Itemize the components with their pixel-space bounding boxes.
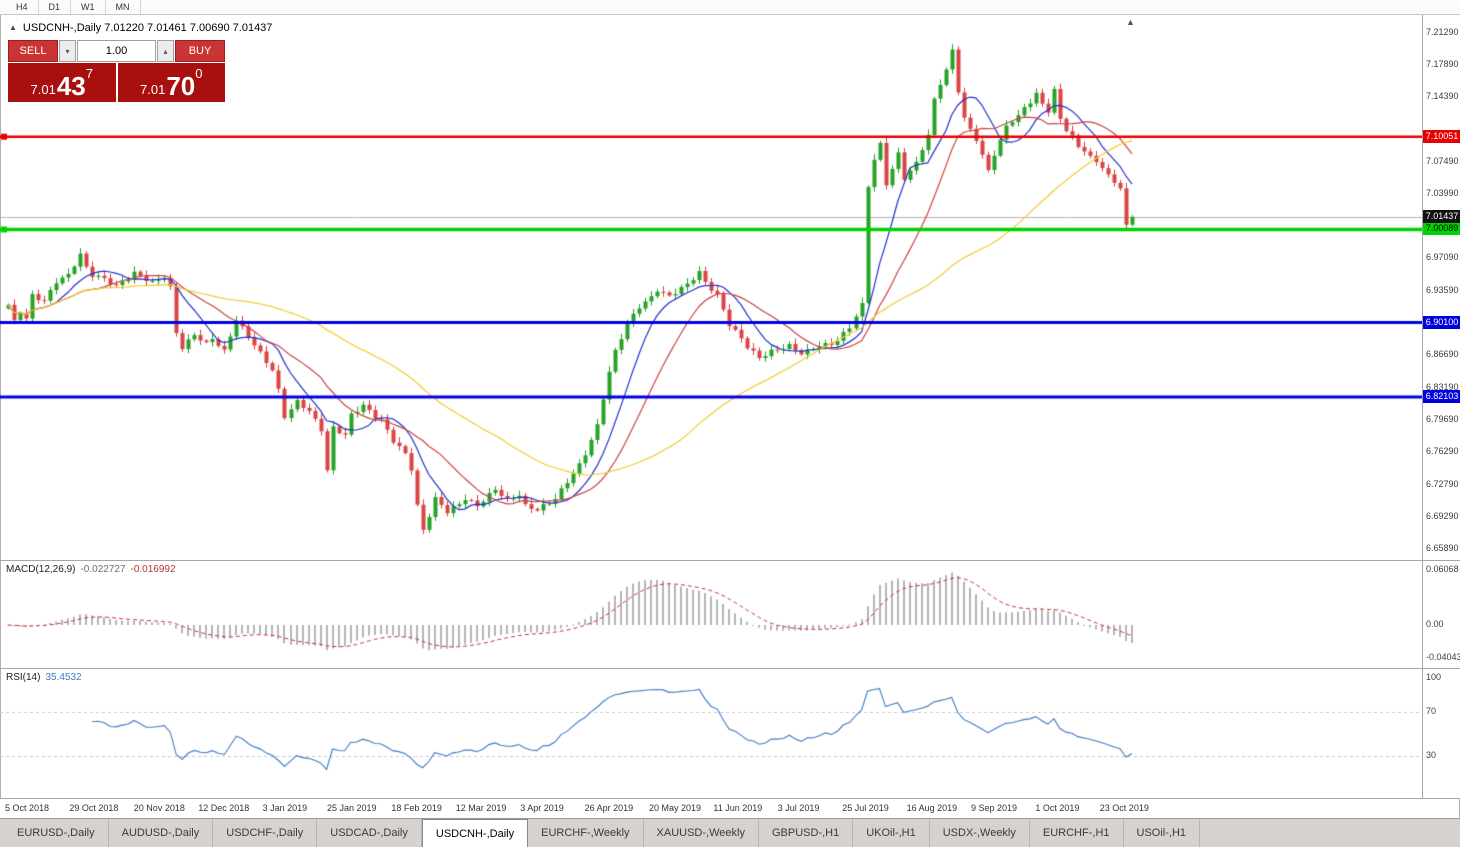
chart-tab-audusd-daily[interactable]: AUDUSD-,Daily — [108, 819, 214, 847]
macd-axis-label: 0.00 — [1426, 619, 1444, 629]
rsi-axis-label: 70 — [1426, 706, 1437, 716]
chart-tab-xauusd-weekly[interactable]: XAUUSD-,Weekly — [643, 819, 759, 847]
buy-button[interactable]: BUY — [175, 40, 225, 62]
macd-axis-label: -0.04043 — [1426, 652, 1460, 662]
price-axis-label: 6.72790 — [1426, 478, 1459, 489]
date-axis-label: 26 Apr 2019 — [584, 803, 634, 813]
buy-price-display[interactable]: 7.01 70 0 — [117, 63, 225, 102]
price-axis-label: 6.83190 — [1426, 381, 1459, 392]
rsi-axis-label: 30 — [1426, 750, 1437, 760]
pane-separator — [0, 798, 1460, 799]
collapse-one-click-icon[interactable]: ▲ — [9, 23, 17, 32]
level-price-badge: 6.82103 — [1423, 389, 1460, 403]
date-axis-label: 23 Oct 2019 — [1099, 803, 1149, 813]
timeframe-button-mn[interactable]: MN — [106, 0, 141, 14]
rsi-value: 35.4532 — [45, 672, 82, 683]
level-price-badge: 6.90100 — [1423, 315, 1460, 329]
sell-price-small: 7.01 — [30, 82, 56, 97]
chart-tab-usdx-weekly[interactable]: USDX-,Weekly — [929, 819, 1030, 847]
level-price-badge: 7.10051 — [1423, 129, 1460, 143]
macd-name: MACD(12,26,9) — [6, 564, 76, 575]
date-axis-label: 20 May 2019 — [649, 803, 702, 813]
price-axis-label: 6.76290 — [1426, 446, 1459, 457]
chart-tab-bar: EURUSD-,Daily AUDUSD-,Daily USDCHF-,Daily U… — [0, 818, 1460, 847]
date-axis-label: 5 Oct 2018 — [5, 803, 50, 813]
chart-tab-usdcnh-daily[interactable]: USDCNH-,Daily — [421, 819, 529, 847]
buy-price-small: 7.01 — [140, 82, 166, 97]
price-chart-canvas[interactable] — [0, 15, 1422, 560]
caret-up-icon: ▴ — [163, 46, 168, 56]
date-axis-label: 3 Apr 2019 — [520, 803, 564, 813]
price-axis-label: 7.03990 — [1426, 188, 1459, 199]
price-axis-label: 6.86690 — [1426, 349, 1459, 360]
level-price-badge: 7.00089 — [1423, 222, 1460, 236]
buy-price-sup: 0 — [195, 66, 203, 81]
timeframe-toolbar: H4 D1 W1 MN — [0, 0, 1460, 15]
macd-value-main: -0.022727 — [80, 564, 126, 575]
sell-price-display[interactable]: 7.01 43 7 — [8, 63, 116, 102]
price-axis-label: 7.17890 — [1426, 58, 1459, 69]
macd-axis[interactable]: 0.06068 0.00 -0.04043 — [1422, 561, 1460, 668]
macd-value-signal: -0.016992 — [130, 564, 176, 575]
date-axis[interactable]: 5 Oct 2018 29 Oct 2018 20 Nov 2018 12 Dec 2… — [0, 799, 1422, 818]
chart-ohlc-header: ▲ USDCNH-,Daily 7.01220 7.01461 7.00690 … — [9, 22, 272, 34]
chart-tab-eurusd-daily[interactable]: EURUSD-,Daily — [4, 819, 109, 847]
timeframe-button-d1[interactable]: D1 — [39, 0, 72, 14]
date-axis-label: 9 Sep 2019 — [971, 803, 1018, 813]
sell-price-sup: 7 — [85, 66, 93, 81]
date-axis-label: 25 Jul 2019 — [842, 803, 889, 813]
date-axis-label: 29 Oct 2018 — [69, 803, 119, 813]
volume-input[interactable] — [77, 40, 156, 62]
date-axis-label: 3 Jan 2019 — [262, 803, 308, 813]
chart-tab-eurchf-weekly[interactable]: EURCHF-,Weekly — [528, 819, 644, 847]
price-axis-label: 7.21290 — [1426, 27, 1459, 38]
current-price-badge: 7.01437 — [1423, 209, 1460, 223]
caret-down-icon: ▾ — [65, 46, 70, 56]
chart-title: USDCNH-,Daily 7.01220 7.01461 7.00690 7.… — [22, 22, 273, 34]
rsi-name: RSI(14) — [6, 672, 41, 683]
date-axis-label: 20 Nov 2018 — [133, 803, 185, 813]
sell-price-big: 43 — [56, 71, 86, 102]
price-axis-label: 6.65890 — [1426, 542, 1459, 553]
price-axis-label: 7.14390 — [1426, 91, 1459, 102]
chart-tab-usdcad-daily[interactable]: USDCAD-,Daily — [317, 819, 422, 847]
macd-label: MACD(12,26,9) -0.022727 -0.016992 — [6, 564, 176, 575]
price-axis[interactable]: 7.21290 7.17890 7.14390 7.07490 7.03990 6.970… — [1422, 15, 1460, 560]
price-axis-label: 6.97090 — [1426, 252, 1459, 263]
price-axis-label: 7.07490 — [1426, 155, 1459, 166]
timeframe-button-w1[interactable]: W1 — [71, 0, 106, 14]
price-axis-label: 6.79690 — [1426, 414, 1459, 425]
volume-decrease-button[interactable]: ▾ — [59, 40, 76, 62]
chart-tab-ukoil-h1[interactable]: UKOil-,H1 — [853, 819, 930, 847]
price-axis-label: 6.69290 — [1426, 511, 1459, 522]
rsi-indicator-canvas[interactable] — [0, 669, 1422, 798]
rsi-axis-label: 100 — [1426, 672, 1442, 682]
date-axis-label: 18 Feb 2019 — [391, 803, 442, 813]
sell-button[interactable]: SELL — [8, 40, 58, 62]
chart-tab-eurchf-h1[interactable]: EURCHF-,H1 — [1029, 819, 1124, 847]
date-axis-label: 16 Aug 2019 — [906, 803, 958, 813]
timeframe-button-h4[interactable]: H4 — [6, 0, 39, 14]
date-axis-label: 25 Jan 2019 — [327, 803, 377, 813]
date-axis-label: 1 Oct 2019 — [1035, 803, 1080, 813]
date-axis-label: 3 Jul 2019 — [777, 803, 820, 813]
rsi-axis[interactable]: 100 70 30 — [1422, 669, 1460, 798]
macd-axis-label: 0.06068 — [1426, 564, 1459, 574]
macd-indicator-canvas[interactable] — [0, 561, 1422, 668]
chart-tab-gbpusd-h1[interactable]: GBPUSD-,H1 — [758, 819, 854, 847]
date-axis-label: 11 Jun 2019 — [713, 803, 763, 813]
date-axis-label: 12 Mar 2019 — [455, 803, 507, 813]
volume-increase-button[interactable]: ▴ — [157, 40, 174, 62]
chart-tab-usdchf-daily[interactable]: USDCHF-,Daily — [213, 819, 318, 847]
price-axis-label: 6.93590 — [1426, 285, 1459, 295]
chart-tab-usoil-h1[interactable]: USOil-,H1 — [1123, 819, 1201, 847]
date-axis-label: 12 Dec 2018 — [198, 803, 250, 813]
chart-shift-marker-icon[interactable]: ▲ — [1126, 17, 1135, 27]
pane-separator[interactable] — [0, 668, 1460, 669]
rsi-label: RSI(14) 35.4532 — [6, 672, 82, 683]
buy-price-big: 70 — [166, 71, 196, 102]
pane-separator[interactable] — [0, 560, 1460, 561]
